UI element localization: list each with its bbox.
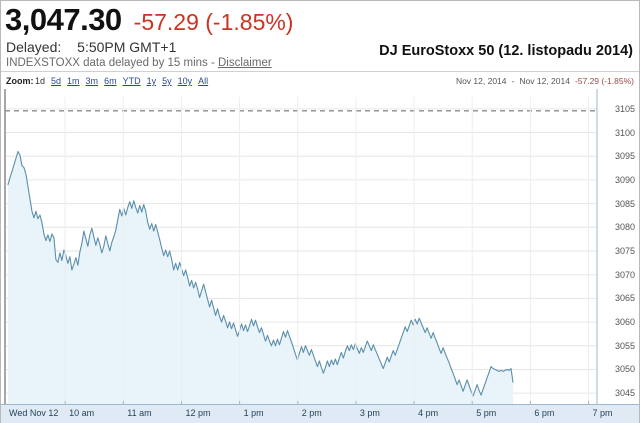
zoom-label: Zoom: xyxy=(6,76,34,86)
delayed-time: 5:50PM GMT+1 xyxy=(77,39,177,55)
delayed-row: Delayed: 5:50PM GMT+1 xyxy=(6,39,176,55)
x-tick-label: 4 pm xyxy=(418,408,439,418)
y-tick-label: 3050 xyxy=(614,364,635,375)
zoom-link-1m[interactable]: 1m xyxy=(67,76,80,86)
y-tick-label: 3085 xyxy=(614,198,635,209)
y-tick-label: 3045 xyxy=(614,388,635,399)
x-tick-label: 10 am xyxy=(69,408,95,418)
zoom-link-1y[interactable]: 1y xyxy=(146,76,157,86)
zoom-link-10y[interactable]: 10y xyxy=(177,76,193,86)
x-tick-label: 11 am xyxy=(127,408,152,418)
chart-area[interactable]: 3045 3050 3055 3060 3065 3070 3075 3080 3085 3090… xyxy=(1,89,639,423)
x-tick-label: 12 pm xyxy=(185,408,211,418)
last-price: 3,047.30 xyxy=(5,2,122,37)
chart-title: DJ EuroStoxx 50 (12. listopadu 2014) xyxy=(379,43,633,59)
zoom-links: 1d 5d 1m 3m 6m YTD 1y 5y 10y All xyxy=(35,76,208,86)
disclaimer-text: INDEXSTOXX data delayed by 15 mins - xyxy=(6,57,218,69)
y-tick-label: 3105 xyxy=(614,103,635,114)
y-tick-label: 3080 xyxy=(614,222,635,233)
disclaimer-row: INDEXSTOXX data delayed by 15 mins - Dis… xyxy=(6,57,272,69)
y-tick-label: 3060 xyxy=(614,317,635,328)
range-readout: Nov 12, 2014 - Nov 12, 2014 -57.29 (-1.8… xyxy=(456,76,634,86)
y-tick-label: 3070 xyxy=(614,269,635,280)
quote-header: 3,047.30 -57.29 (-1.85%) Delayed: 5:50PM… xyxy=(1,1,639,71)
x-tick-label: 1 pm xyxy=(243,408,264,418)
x-tick-label: 2 pm xyxy=(301,408,322,418)
y-tick-label: 3055 xyxy=(614,340,635,351)
disclaimer-link[interactable]: Disclaimer xyxy=(218,57,272,69)
zoom-link-6m[interactable]: 6m xyxy=(104,76,117,86)
zoom-link-3m[interactable]: 3m xyxy=(85,76,99,86)
zoom-link-all[interactable]: All xyxy=(198,76,209,86)
y-tick-label: 3100 xyxy=(614,127,635,138)
x-tick-label: Wed Nov 12 xyxy=(9,408,59,418)
price-row: 3,047.30 -57.29 (-1.85%) xyxy=(5,2,293,39)
y-tick-label: 3095 xyxy=(614,151,635,162)
zoom-link-5d[interactable]: 5d xyxy=(51,76,62,86)
price-area-fill xyxy=(8,151,513,405)
range-end: Nov 12, 2014 xyxy=(519,76,570,86)
y-tick-label: 3075 xyxy=(614,246,635,256)
x-tick-label: 5 pm xyxy=(476,408,497,418)
price-change: -57.29 (-1.85%) xyxy=(133,9,294,35)
range-start: Nov 12, 2014 xyxy=(455,76,507,86)
y-tick-label: 3065 xyxy=(614,293,635,304)
x-tick-label: 7 pm xyxy=(592,408,613,418)
zoom-toolbar: Zoom: 1d 5d 1m 3m 6m YTD 1y 5y 10y All Nov 12, 20… xyxy=(1,71,639,90)
x-tick-marks xyxy=(64,97,590,405)
price-line xyxy=(7,150,514,397)
range-separator: - xyxy=(511,76,515,86)
y-tick-label: 3090 xyxy=(614,174,635,185)
x-tick-label: 6 pm xyxy=(534,408,555,418)
delayed-label: Delayed: xyxy=(6,39,62,55)
range-change: -57.29 (-1.85%) xyxy=(574,76,634,86)
x-axis-band[interactable]: Wed Nov 12 10 am 11 am 12 pm 1 pm 2 pm 3 pm 4 p… xyxy=(1,404,639,423)
zoom-link-1d[interactable]: 1d xyxy=(35,76,46,86)
zoom-link-ytd[interactable]: YTD xyxy=(122,76,141,86)
x-tick-label: 3 pm xyxy=(359,408,380,418)
price-chart-svg[interactable] xyxy=(1,89,639,423)
zoom-link-5y[interactable]: 5y xyxy=(162,76,172,86)
